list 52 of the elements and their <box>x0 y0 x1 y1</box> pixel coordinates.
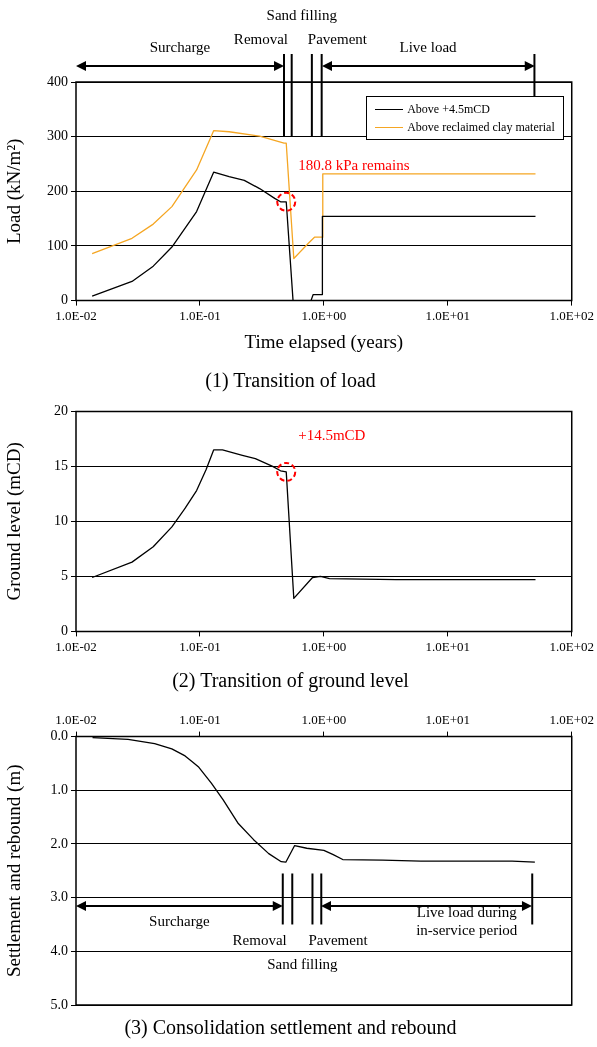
x-tick-label: 1.0E-02 <box>55 712 97 728</box>
y-axis-title: Load (kN/m²) <box>3 138 26 245</box>
x-tick-label: 1.0E+00 <box>301 638 347 654</box>
y-tick-label: 3.0 <box>50 889 68 905</box>
y-tick-label: 0 <box>61 292 68 308</box>
x-tick-label: 1.0E-02 <box>55 638 97 654</box>
y-tick-label: 100 <box>47 237 68 253</box>
x-tick-label: 1.0E-02 <box>55 307 97 323</box>
annotation: Surcharge <box>149 912 210 929</box>
annotation: Live load during in-service period <box>416 903 518 938</box>
ref-line-label: Pavement <box>308 931 369 948</box>
x-tick-label: 1.0E+00 <box>301 712 347 728</box>
ref-line-label: Removal <box>232 931 287 948</box>
y-tick-label: 4.0 <box>50 942 68 958</box>
y-tick-label: 200 <box>47 182 68 198</box>
x-tick-label: 1.0E+02 <box>549 638 594 654</box>
y-tick-label: 10 <box>54 513 68 529</box>
annotation: +14.5mCD <box>298 426 366 443</box>
ref-line-label: Pavement <box>307 31 368 47</box>
text: Live load <box>399 39 458 55</box>
x-tick-label: 1.0E-01 <box>179 307 221 323</box>
y-tick-label: 2.0 <box>50 835 68 851</box>
text: (2) Transition of ground level <box>172 669 410 693</box>
y-tick-label: 5.0 <box>50 996 68 1012</box>
y-tick-label: 0 <box>61 623 68 639</box>
y-tick-label: 400 <box>47 73 68 89</box>
ref-line-label: Removal <box>233 31 289 47</box>
legend-label: Above reclaimed clay material <box>407 119 555 136</box>
y-axis-title: Settlement and rebound (m) <box>3 764 26 978</box>
text: (3) Consolidation settlement and rebound <box>124 1016 457 1040</box>
text: (1) Transition of load <box>205 369 376 393</box>
annotation: 180.8 kPa remains <box>298 156 410 173</box>
x-tick-label: 1.0E+02 <box>549 307 594 323</box>
ref-line-label: Sand filling <box>266 7 338 23</box>
x-tick-label: 1.0E+01 <box>425 712 471 728</box>
y-tick-label: 1.0 <box>50 781 68 797</box>
y-tick-label: 0.0 <box>50 728 68 744</box>
legend-label: Above +4.5mCD <box>407 101 490 118</box>
x-tick-label: 1.0E+02 <box>549 712 594 728</box>
x-tick-label: 1.0E-01 <box>179 712 221 728</box>
y-tick-label: 20 <box>54 403 68 419</box>
y-tick-label: 5 <box>61 568 68 584</box>
y-tick-label: 300 <box>47 128 68 144</box>
text: Surcharge <box>149 39 211 55</box>
ref-line-label: Sand filling <box>267 955 339 972</box>
y-tick-label: 15 <box>54 458 68 474</box>
y-axis-title: Ground level (mCD) <box>3 442 26 601</box>
x-tick-label: 1.0E+01 <box>425 307 471 323</box>
x-axis-title: Time elapsed (years) <box>244 330 404 353</box>
x-tick-label: 1.0E-01 <box>179 638 221 654</box>
x-tick-label: 1.0E+01 <box>425 638 471 654</box>
x-tick-label: 1.0E+00 <box>301 307 347 323</box>
